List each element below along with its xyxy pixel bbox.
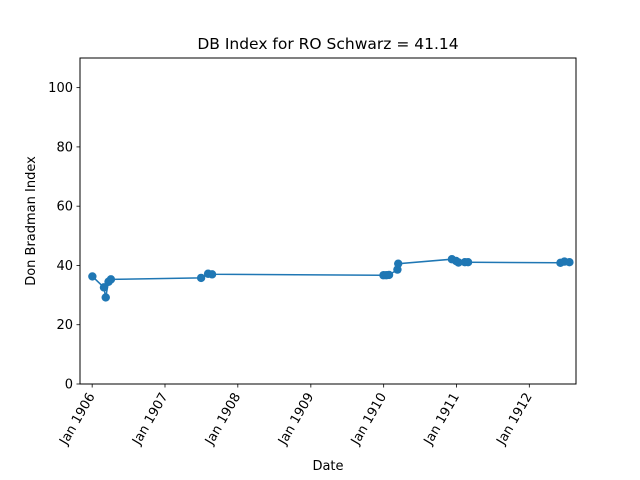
data-point [106,275,116,284]
y-tick-label: 100 [48,81,73,96]
data-point [99,283,109,292]
data-point [88,272,97,281]
chart-title: DB Index for RO Schwarz = 41.14 [197,35,458,53]
y-tick-label: 0 [65,378,73,393]
data-point [207,270,217,279]
data-point [394,259,403,268]
data-point [384,270,394,280]
plot-frame [79,57,577,385]
y-tick-label: 60 [56,200,73,215]
y-tick-label: 80 [56,140,73,155]
data-point [454,258,463,267]
y-axis-title: Don Bradman Index [24,156,39,286]
data-point [565,257,574,267]
y-tick-label: 40 [56,259,73,274]
data-point [463,257,473,267]
y-tick-label: 20 [56,318,73,333]
data-point [196,273,206,283]
x-axis-title: Date [312,459,343,474]
data-point [101,293,110,302]
